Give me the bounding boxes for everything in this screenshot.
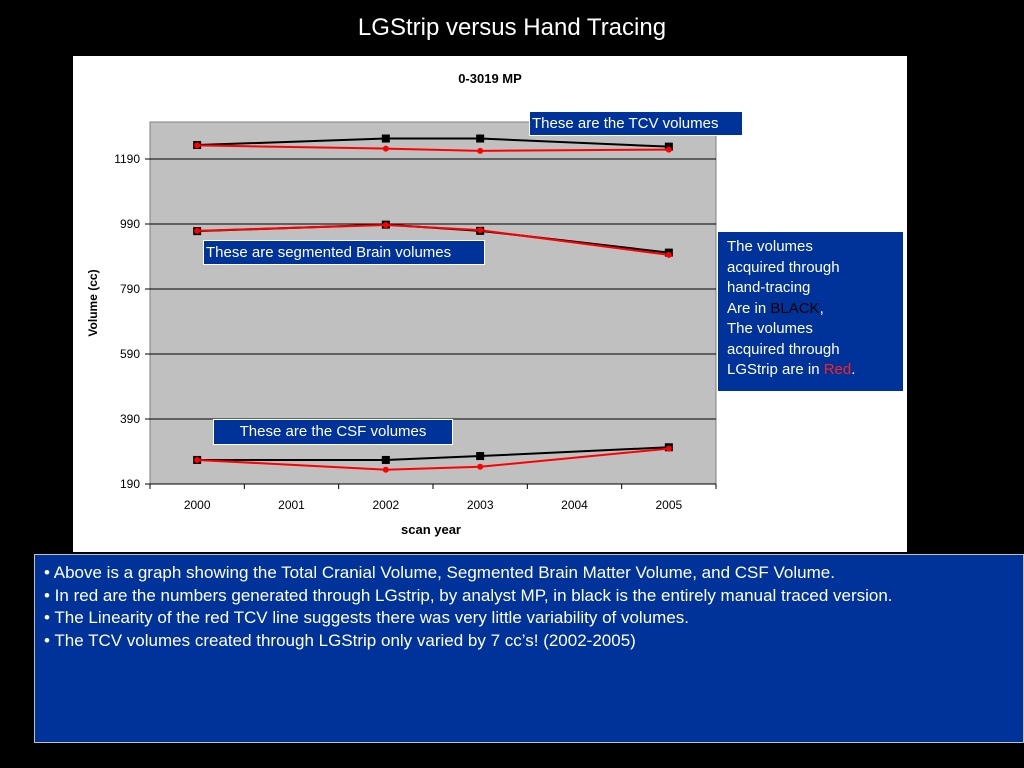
data-point-csf-lgstrip (665, 445, 672, 452)
data-point-tcv-lgstrip (665, 146, 672, 153)
data-point-tcv-hand-tracing (476, 134, 485, 143)
legend-black-word: BLACK (770, 299, 820, 317)
series-line-brain-lgstrip (197, 223, 669, 256)
data-point-csf-hand-tracing (476, 452, 485, 461)
notes-box: • Above is a graph showing the Total Cra… (34, 554, 1024, 743)
data-point-brain-lgstrip (665, 251, 672, 258)
legend-line: acquired through (727, 340, 840, 358)
brain-callout: These are segmented Brain volumes (203, 240, 485, 265)
y-tick-label: 190 (120, 477, 140, 491)
series-line-csf-hand-tracing (197, 446, 669, 461)
x-tick-label: 2000 (184, 498, 211, 512)
legend-text: LGStrip are in (727, 361, 824, 378)
x-tick-label: 2001 (278, 498, 305, 512)
y-axis-title: Volume (cc) (86, 269, 100, 336)
series-line-tcv-lgstrip (197, 144, 669, 152)
data-point-tcv-lgstrip (194, 142, 201, 149)
x-tick-label: 2004 (561, 498, 588, 512)
data-point-tcv-lgstrip (477, 147, 484, 154)
legend-line: The volumes (727, 238, 813, 255)
tcv-callout: These are the TCV volumes (529, 111, 743, 136)
series-line-tcv-hand-tracing (197, 137, 669, 148)
note-line: • The Linearity of the red TCV line sugg… (44, 608, 690, 627)
legend-line: acquired through (727, 258, 840, 276)
y-tick-label: 790 (120, 282, 140, 296)
x-tick-label: 2003 (467, 498, 494, 512)
legend-text: , (819, 299, 824, 317)
y-tick-label: 590 (120, 347, 140, 361)
legend-text: . (851, 361, 856, 378)
note-line: • Above is a graph showing the Total Cra… (44, 563, 835, 582)
data-point-brain-lgstrip (194, 227, 201, 234)
data-point-csf-hand-tracing (381, 455, 390, 464)
legend-red-word: Red (823, 361, 852, 378)
legend-line-red: LGStrip are in Red. (727, 360, 903, 381)
legend-line: hand-tracing (727, 279, 811, 296)
legend-line: The volumes (727, 320, 813, 337)
x-axis-title: scan year (401, 522, 461, 537)
data-point-csf-lgstrip (477, 463, 484, 470)
y-tick-label: 990 (120, 217, 140, 231)
csf-callout: These are the CSF volumes (213, 419, 453, 445)
data-point-brain-lgstrip (477, 227, 484, 234)
legend-line-black: Are in BLACK, (727, 299, 903, 320)
data-point-tcv-hand-tracing (381, 134, 390, 143)
data-point-csf-lgstrip (194, 456, 201, 463)
y-tick-label: 390 (120, 412, 140, 426)
series-line-csf-lgstrip (197, 447, 669, 471)
chart-title: 0-3019 MP (458, 71, 522, 86)
slide-title: LGStrip versus Hand Tracing (357, 14, 667, 41)
legend-text: Are in (727, 299, 771, 317)
legend-explanation-box: The volumes acquired through hand-tracin… (717, 231, 904, 392)
data-point-brain-lgstrip (382, 221, 389, 228)
data-point-tcv-lgstrip (382, 145, 389, 152)
data-point-csf-lgstrip (382, 466, 389, 473)
y-tick-label: 1190 (114, 152, 140, 166)
x-tick-label: 2005 (655, 498, 682, 512)
note-line: • In red are the numbers generated throu… (44, 585, 893, 605)
note-line: • The TCV volumes created through LGStri… (44, 630, 636, 650)
x-tick-label: 2002 (372, 498, 399, 512)
